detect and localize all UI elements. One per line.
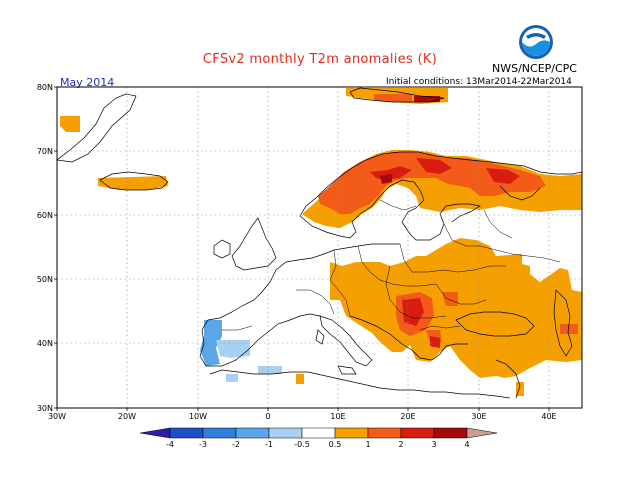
colorbar-label-4: 4 [464, 440, 469, 449]
noaa-logo-icon [518, 24, 554, 60]
colorbar-label-minus3: -3 [199, 440, 207, 449]
anomaly-region-orange-north-africa [296, 374, 304, 384]
lat-label-30n: 30N [37, 404, 53, 413]
colorbar-label-minus4: -4 [166, 440, 174, 449]
forecast-month-label: May 2014 [60, 76, 115, 89]
colorbar-label-minus2: -2 [232, 440, 240, 449]
initial-conditions-label: Initial conditions: 13Mar2014-22Mar2014 [386, 77, 572, 87]
anomaly-region-orange-iceland [98, 176, 168, 190]
coastline-iceland [99, 171, 169, 191]
coastlines [57, 87, 582, 399]
lon-label-0: 0 [265, 412, 270, 421]
lat-lon-grid [57, 87, 582, 408]
colorbar-segment-minus1-minus05 [268, 427, 303, 439]
lon-label-30e: 30E [471, 412, 486, 421]
colorbar-segment-minus3-minus2 [202, 427, 237, 439]
colorbar: -4 -3 -2 -1 -0.5 0.5 1 2 3 4 [139, 427, 498, 449]
anomaly-region-dark-red-lapland [380, 174, 392, 184]
coastline-greenland [57, 93, 137, 163]
colorbar-segment-2-3 [400, 427, 435, 439]
colorbar-label-1: 1 [365, 440, 370, 449]
anomaly-region-light-blue-morocco [226, 374, 238, 382]
lat-label-40n: 40N [37, 339, 53, 348]
lon-label-40e: 40E [541, 412, 556, 421]
lon-label-10e: 10E [330, 412, 345, 421]
anomaly-region-orange-ukraine-cells [496, 254, 530, 280]
colorbar-segment-3-4 [433, 427, 468, 439]
country-borders [222, 199, 561, 331]
colorbar-segment-1-2 [367, 427, 402, 439]
colorbar-label-minus1: -1 [265, 440, 273, 449]
anomaly-region-red-north-cape [416, 158, 452, 174]
colorbar-segment-minus2-minus1 [235, 427, 270, 439]
anomaly-region-red-greece [430, 336, 440, 348]
anomaly-region-orange-red-scandinavia [318, 152, 546, 214]
anomaly-shading [60, 88, 582, 378]
coastline-baltic [401, 203, 481, 241]
lat-label-50n: 50N [37, 275, 53, 284]
colorbar-segment-gt-4 [466, 427, 498, 439]
coastline-adriatic-balkans [349, 315, 468, 361]
colorbar-segment-minus05-05 [301, 427, 336, 439]
map-title: CFSv2 monthly T2m anomalies (K) [202, 52, 438, 67]
anomaly-region-orange-turkey [458, 326, 582, 378]
map-frame [56, 86, 583, 409]
colorbar-label-2: 2 [398, 440, 403, 449]
coastline-italy [315, 315, 373, 375]
axis-ticks [54, 86, 550, 411]
anomaly-region-light-blue-iberia [216, 340, 250, 358]
coastline-svalbard [349, 87, 445, 103]
lon-label-20e: 20E [400, 412, 415, 421]
anomaly-region-red-svalbard [414, 96, 440, 102]
lat-label-70n: 70N [37, 147, 53, 156]
latitude-labels: 80N 70N 60N 50N 40N 30N [37, 83, 53, 413]
longitude-labels: 30W 20W 10W 0 10E 20E 30E 40E [48, 412, 557, 421]
coastline-white-sea [499, 185, 541, 201]
lon-label-30w: 30W [48, 412, 66, 421]
coastline-black-sea [455, 311, 535, 337]
anomaly-shading-red [370, 96, 520, 348]
colorbar-label-minus05: -0.5 [294, 440, 310, 449]
coastline-scandinavia [299, 151, 582, 239]
lon-label-20w: 20W [118, 412, 136, 421]
colorbar-label-3: 3 [431, 440, 436, 449]
colorbar-label-05: 0.5 [329, 440, 342, 449]
anomaly-region-red-balkans [402, 298, 424, 326]
coastline-north-africa [209, 369, 511, 399]
anomaly-region-orange-red-east [442, 292, 458, 306]
anomaly-region-light-blue-algeria [258, 366, 282, 374]
coastline-caspian [553, 289, 573, 357]
organization-label: NWS/NCEP/CPC [492, 62, 577, 75]
lon-label-10w: 10W [189, 412, 207, 421]
lat-label-80n: 80N [37, 83, 53, 92]
colorbar-segment-05-1 [334, 427, 369, 439]
coastline-levant [495, 359, 521, 399]
lat-label-60n: 60N [37, 211, 53, 220]
colorbar-segment-lt-minus4 [139, 427, 171, 439]
anomaly-region-orange-greenland-edge [60, 116, 80, 132]
anomaly-region-orange-red-svalbard [374, 94, 412, 102]
anomaly-region-orange-red-caspian [560, 324, 578, 334]
anomaly-region-red-kola [486, 168, 520, 184]
colorbar-segment-minus4-minus3 [169, 427, 204, 439]
coastline-british-isles [213, 217, 277, 271]
